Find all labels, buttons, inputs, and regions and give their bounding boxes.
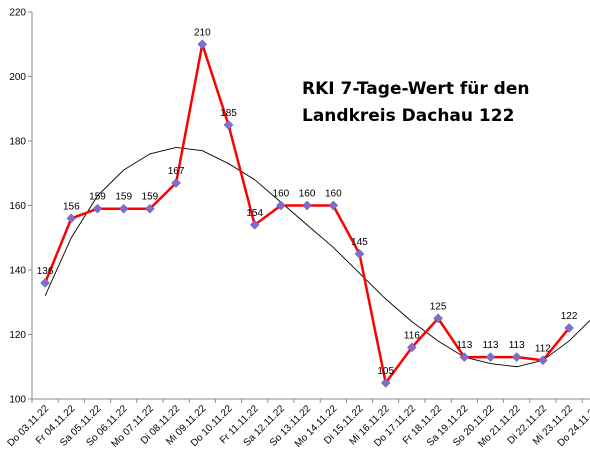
data-label: 185 bbox=[220, 108, 237, 119]
marker bbox=[485, 352, 496, 362]
marker bbox=[328, 200, 339, 211]
data-label: 156 bbox=[63, 201, 80, 212]
marker bbox=[564, 323, 574, 333]
y-tick-label: 160 bbox=[9, 201, 26, 212]
marker bbox=[407, 342, 417, 353]
marker bbox=[118, 203, 129, 214]
marker bbox=[40, 278, 50, 288]
data-label: 159 bbox=[142, 192, 159, 203]
data-label: 160 bbox=[325, 189, 342, 200]
chart-title: Landkreis Dachau 122 bbox=[302, 106, 514, 126]
data-label: 122 bbox=[561, 311, 578, 322]
marker bbox=[276, 200, 286, 211]
data-label: 112 bbox=[535, 343, 551, 354]
data-label: 160 bbox=[273, 189, 290, 200]
y-tick-label: 100 bbox=[9, 395, 26, 406]
marker bbox=[380, 378, 391, 388]
data-label: 113 bbox=[483, 340, 499, 351]
data-label: 154 bbox=[246, 208, 263, 219]
marker bbox=[459, 352, 470, 362]
y-tick-label: 120 bbox=[9, 330, 26, 341]
marker bbox=[354, 249, 365, 259]
marker bbox=[171, 178, 181, 188]
data-label: 113 bbox=[456, 340, 472, 351]
data-label: 160 bbox=[299, 189, 316, 200]
marker bbox=[249, 219, 260, 230]
data-label: 159 bbox=[115, 192, 132, 203]
marker bbox=[538, 355, 548, 366]
data-label: 113 bbox=[509, 340, 525, 351]
data-label: 210 bbox=[194, 27, 211, 38]
y-tick-label: 140 bbox=[9, 266, 26, 277]
marker bbox=[511, 352, 522, 362]
marker bbox=[433, 313, 443, 324]
data-label: 116 bbox=[404, 330, 420, 341]
chart-title: RKI 7-Tage-Wert für den bbox=[302, 79, 529, 99]
y-tick-label: 220 bbox=[9, 8, 26, 19]
marker bbox=[302, 200, 312, 211]
data-label: 145 bbox=[351, 237, 368, 248]
marker bbox=[145, 203, 155, 214]
trend-line bbox=[44, 146, 590, 368]
data-label: 125 bbox=[430, 301, 447, 312]
data-label: 159 bbox=[89, 192, 106, 203]
y-tick-label: 200 bbox=[9, 72, 26, 83]
marker bbox=[92, 203, 103, 214]
y-tick-label: 180 bbox=[9, 137, 26, 148]
data-label: 167 bbox=[168, 166, 185, 177]
data-label: 105 bbox=[377, 366, 394, 377]
marker bbox=[223, 120, 234, 130]
marker bbox=[197, 39, 208, 50]
data-label: 136 bbox=[37, 266, 54, 277]
marker bbox=[66, 213, 77, 224]
